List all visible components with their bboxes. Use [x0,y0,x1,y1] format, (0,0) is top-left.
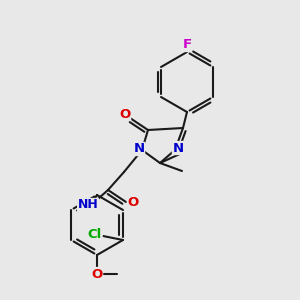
Text: O: O [92,268,103,281]
Text: Cl: Cl [88,227,102,241]
Text: N: N [172,142,184,154]
Text: F: F [182,38,192,52]
Text: O: O [119,107,130,121]
Text: NH: NH [78,199,98,212]
Text: O: O [128,196,139,209]
Text: N: N [134,142,145,155]
